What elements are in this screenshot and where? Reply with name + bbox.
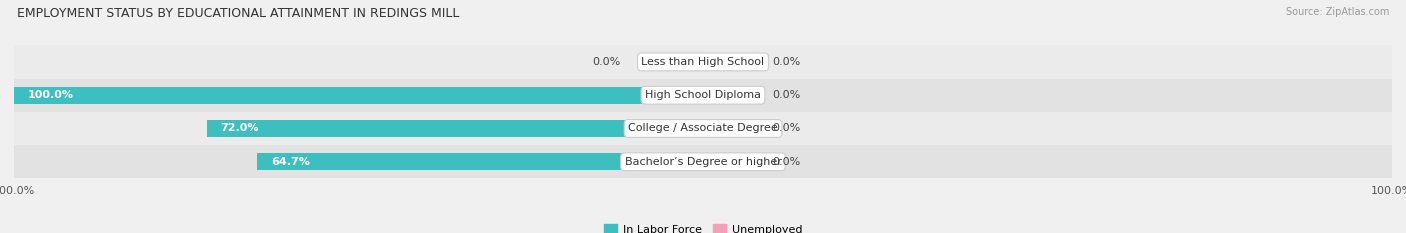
Text: 0.0%: 0.0%: [772, 123, 800, 134]
Bar: [14, 86, 703, 104]
Text: 0.0%: 0.0%: [772, 57, 800, 67]
Bar: [14, 45, 1392, 79]
Bar: [703, 120, 758, 137]
Text: Source: ZipAtlas.com: Source: ZipAtlas.com: [1285, 7, 1389, 17]
Bar: [14, 112, 1392, 145]
Text: 100.0%: 100.0%: [28, 90, 75, 100]
Text: High School Diploma: High School Diploma: [645, 90, 761, 100]
Text: 72.0%: 72.0%: [221, 123, 259, 134]
Text: Less than High School: Less than High School: [641, 57, 765, 67]
Text: 0.0%: 0.0%: [772, 90, 800, 100]
Bar: [14, 145, 1392, 178]
Text: Bachelor’s Degree or higher: Bachelor’s Degree or higher: [624, 157, 782, 167]
Bar: [703, 86, 758, 104]
Bar: [207, 120, 703, 137]
Text: 0.0%: 0.0%: [772, 157, 800, 167]
Text: 0.0%: 0.0%: [592, 57, 620, 67]
Text: EMPLOYMENT STATUS BY EDUCATIONAL ATTAINMENT IN REDINGS MILL: EMPLOYMENT STATUS BY EDUCATIONAL ATTAINM…: [17, 7, 460, 20]
Text: 64.7%: 64.7%: [271, 157, 309, 167]
Bar: [703, 153, 758, 170]
Bar: [703, 53, 758, 71]
Text: College / Associate Degree: College / Associate Degree: [628, 123, 778, 134]
Bar: [257, 153, 703, 170]
Bar: [14, 79, 1392, 112]
Legend: In Labor Force, Unemployed: In Labor Force, Unemployed: [599, 220, 807, 233]
